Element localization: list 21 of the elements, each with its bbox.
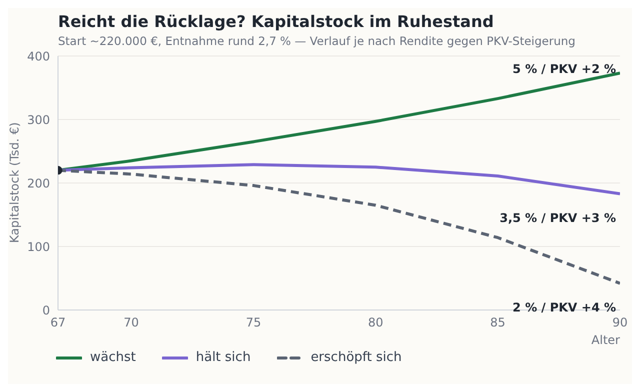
legend-label: hält sich — [196, 350, 251, 365]
x-tick-label: 67 — [50, 316, 66, 330]
annotation: 5 % / PKV +2 % — [512, 62, 616, 76]
y-tick-label: 100 — [27, 240, 50, 254]
chart-subtitle: Start ~220.000 €, Entnahme rund 2,7 % — Verlauf je nach Rendite gegen PKV-Steigerung — [57, 33, 576, 48]
x-tick-label: 85 — [490, 316, 506, 330]
y-axis-title: Kapitalstock (Tsd. €) — [7, 122, 22, 243]
annotation: 3,5 % / PKV +3 % — [500, 210, 616, 225]
legend-label: erschöpft sich — [310, 350, 402, 365]
x-tick-label: 90 — [612, 316, 628, 330]
y-tick-label: 0 — [42, 303, 50, 318]
y-tick-label: 300 — [27, 112, 50, 127]
annotation: 2 % / PKV +4 % — [512, 300, 616, 314]
x-axis-title: Alter — [591, 333, 620, 347]
y-tick-label: 400 — [27, 49, 50, 64]
legend-label: wächst — [90, 350, 136, 365]
x-tick-label: 70 — [124, 316, 139, 330]
y-tick-label: 200 — [27, 176, 50, 190]
x-tick-label: 75 — [246, 316, 262, 330]
x-tick-label: 80 — [368, 316, 384, 330]
chart-title: Reicht die Rücklage? Kapitalstock im Ruhestand — [57, 11, 495, 31]
